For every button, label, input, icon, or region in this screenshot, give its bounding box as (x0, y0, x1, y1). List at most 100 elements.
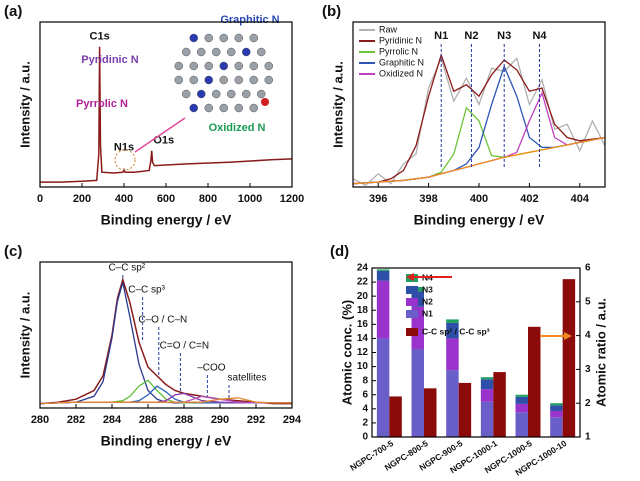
x-tick-label: 402 (520, 193, 538, 205)
ratio-bar (528, 327, 540, 437)
atom (220, 34, 228, 42)
stacked-bar-segment (550, 417, 562, 437)
stacked-bar-segment (377, 281, 389, 339)
panel-label: (b) (322, 3, 341, 20)
legend-label: N3 (422, 284, 433, 294)
y-tick-label: 20 (357, 291, 369, 302)
pointer-arrow (135, 118, 185, 152)
atom (235, 34, 243, 42)
atom (205, 104, 213, 112)
x-tick-label: 800 (199, 193, 217, 205)
stacked-bar-segment (481, 389, 493, 402)
y-tick-label: 10 (357, 361, 369, 372)
y2-tick-label: 2 (585, 398, 591, 409)
atom (261, 98, 269, 106)
stacked-bar-segment (481, 402, 493, 437)
atom (190, 104, 198, 112)
legend-label: Pyrrolic N (379, 46, 418, 56)
stacked-bar-segment (446, 319, 458, 323)
atom (197, 90, 205, 98)
panel-label: (d) (330, 243, 349, 260)
peak-annotation: C1s (90, 31, 110, 43)
y-axis-label: Intensity / a.u. (330, 61, 345, 148)
spectrum-line (353, 138, 605, 184)
legend-swatch (406, 328, 418, 336)
stacked-bar-segment (377, 271, 389, 281)
y-axis-label: Atomic conc. (%) (339, 300, 354, 405)
atom (227, 90, 235, 98)
peak-marker-label: N4 (532, 30, 547, 42)
stacked-bar-segment (446, 370, 458, 437)
x-tick-label: 280 (31, 414, 49, 426)
plot-frame (372, 268, 580, 437)
y-axis-label: Intensity / a.u. (17, 61, 32, 148)
panel-label: (c) (4, 243, 22, 260)
ratio-bar (459, 383, 471, 437)
x-tick-label: 396 (369, 193, 387, 205)
atom (242, 90, 250, 98)
x-tick-label: 294 (283, 414, 302, 426)
x-axis-label: Binding energy / eV (101, 433, 232, 449)
y2-tick-label: 4 (585, 330, 591, 341)
stacked-bar-segment (516, 412, 528, 437)
molecule-label: Pyrrolic N (76, 98, 128, 110)
atom (250, 34, 258, 42)
legend-label: C-C sp² / C-C sp³ (422, 326, 490, 336)
atom (190, 62, 198, 70)
x-tick-label: 292 (247, 414, 265, 426)
atom (190, 34, 198, 42)
atom (205, 62, 213, 70)
molecule (175, 34, 273, 112)
stacked-bar-segment (377, 338, 389, 437)
x-tick-label: 398 (419, 193, 437, 205)
peak-marker-label: N1 (434, 30, 448, 42)
atom (175, 76, 183, 84)
y-tick-label: 14 (357, 333, 369, 344)
atom (205, 34, 213, 42)
legend-label: Raw (379, 24, 398, 34)
stacked-bar-segment (550, 405, 562, 411)
stacked-bar-segment (516, 404, 528, 412)
y-tick-label: 24 (357, 263, 369, 274)
atom (235, 62, 243, 70)
x-tick-label: 288 (175, 414, 193, 426)
y-tick-label: 18 (357, 305, 369, 316)
atom (257, 90, 265, 98)
y-tick-label: 2 (362, 418, 368, 429)
peak-marker-label: N3 (497, 30, 511, 42)
y-tick-label: 6 (362, 389, 368, 400)
peak-annotation: O1s (153, 135, 174, 147)
y-tick-label: 8 (362, 375, 368, 386)
stacked-bar-segment (516, 397, 528, 404)
ratio-bar (389, 396, 401, 437)
atom (265, 76, 273, 84)
x-tick-label: 290 (211, 414, 229, 426)
peak-label: C=O / C=N (160, 341, 209, 352)
y-tick-label: 0 (362, 432, 368, 443)
spectrum-line (353, 93, 605, 184)
x-tick-label: 400 (470, 193, 488, 205)
atom (250, 76, 258, 84)
y-tick-label: 16 (357, 319, 369, 330)
peak-label: –COO (197, 363, 226, 374)
molecule-label: Oxidized N (209, 122, 266, 134)
x-tick-label: 286 (139, 414, 157, 426)
legend-label: Pyridinic N (379, 35, 422, 45)
stacked-bar-segment (516, 395, 528, 397)
ratio-bar (563, 279, 575, 437)
legend-swatch (406, 298, 418, 306)
molecule-label: Graphitic N (220, 14, 279, 26)
atom (212, 90, 220, 98)
plot-frame (40, 262, 292, 408)
x-axis-label: Binding energy / eV (101, 212, 232, 228)
x-tick-label: 600 (157, 193, 175, 205)
atom (212, 48, 220, 56)
atom (175, 62, 183, 70)
legend-swatch (406, 286, 418, 294)
y2-axis-label: Atomic ratio / a.u. (593, 298, 608, 407)
atom (250, 104, 258, 112)
peak-label: C–C sp² (108, 263, 145, 274)
atom (235, 76, 243, 84)
y-axis-label: Intensity / a.u. (17, 292, 32, 379)
atom (257, 48, 265, 56)
